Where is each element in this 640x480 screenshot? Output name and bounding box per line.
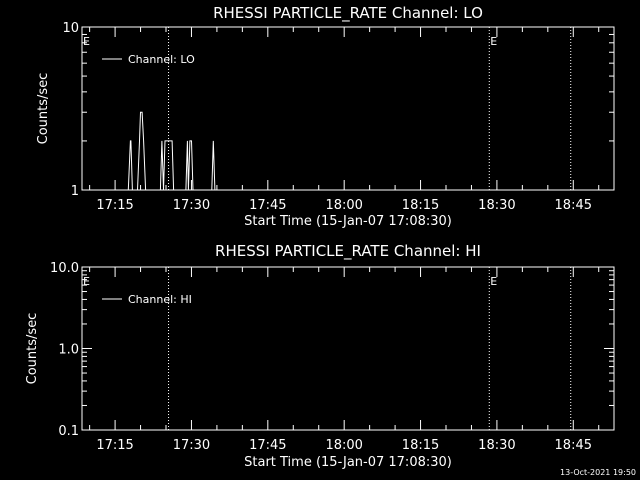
x-tick-label: 18:45 [555, 198, 592, 213]
chart-title: RHESSI PARTICLE_RATE Channel: LO [213, 4, 483, 23]
legend-label: Channel: LO [128, 53, 195, 66]
y-axis-label: Counts/sec [25, 313, 40, 385]
x-tick-label: 18:15 [402, 438, 439, 453]
y-tick-label: 10.0 [50, 261, 79, 276]
x-tick-label: 18:00 [325, 438, 362, 453]
event-marker-label: E [83, 35, 90, 48]
x-tick-label: 18:00 [325, 198, 362, 213]
plot-frame [81, 26, 615, 191]
x-tick-label: 18:30 [478, 438, 515, 453]
plot-frame [81, 266, 615, 431]
event-marker-label: E [490, 35, 497, 48]
y-tick-label: 0.1 [58, 424, 79, 439]
x-tick-label: 17:15 [96, 438, 133, 453]
panel-lo: RHESSI PARTICLE_RATE Channel: LO 1 10 17:15… [36, 4, 615, 229]
event-marker-label: E [83, 275, 90, 288]
x-tick-label: 17:15 [96, 198, 133, 213]
x-tick-label: 17:45 [249, 198, 286, 213]
series-line [127, 111, 216, 191]
x-tick-label: 18:30 [478, 198, 515, 213]
panel-hi: RHESSI PARTICLE_RATE Channel: HI 0.1 1.0 10… [25, 242, 615, 470]
x-tick-label: 17:45 [249, 438, 286, 453]
legend-label: Channel: HI [128, 293, 192, 306]
event-marker-label: E [490, 275, 497, 288]
x-axis-label: Start Time (15-Jan-07 17:08:30) [244, 214, 452, 229]
x-tick-label: 18:45 [555, 438, 592, 453]
x-axis-label: Start Time (15-Jan-07 17:08:30) [244, 455, 452, 470]
y-tick-label: 1.0 [58, 343, 79, 358]
y-tick-label: 10 [62, 21, 79, 36]
timestamp: 13-Oct-2021 19:50 [560, 468, 636, 477]
x-tick-label: 17:30 [173, 438, 210, 453]
chart-title: RHESSI PARTICLE_RATE Channel: HI [215, 242, 481, 261]
x-tick-label: 18:15 [402, 198, 439, 213]
y-tick-label: 1 [71, 184, 79, 199]
x-tick-label: 17:30 [173, 198, 210, 213]
y-axis-label: Counts/sec [36, 73, 51, 145]
